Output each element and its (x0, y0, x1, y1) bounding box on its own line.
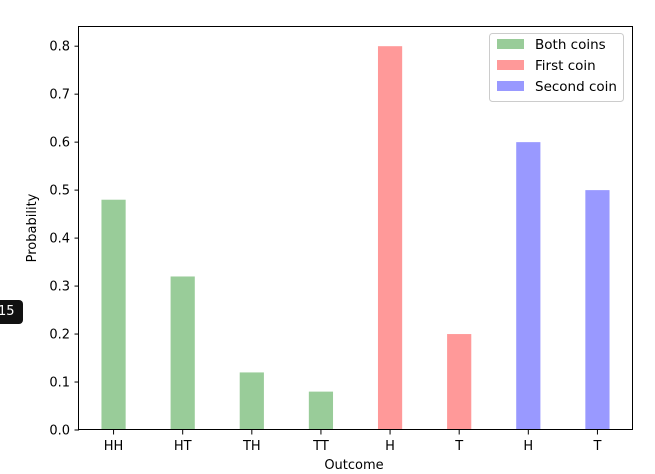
x-tick-label: HH (104, 439, 124, 454)
bar-first-coin-1 (447, 334, 472, 430)
x-tick-label: TH (242, 439, 261, 454)
y-tick-label: 0.0 (49, 424, 70, 439)
legend-swatch (497, 39, 524, 49)
bar-first-coin-0 (377, 46, 403, 430)
y-tick-label: 0.8 (49, 40, 70, 55)
bar-second-coin-0 (516, 142, 541, 430)
x-tick-label: TT (312, 439, 329, 454)
legend-label: Second coin (535, 79, 617, 95)
legend-swatch (497, 81, 524, 91)
x-tick-label: H (385, 439, 395, 454)
y-tick-label: 0.3 (49, 280, 70, 295)
legend-swatch (497, 60, 524, 70)
y-tick-label: 0.1 (49, 376, 70, 391)
legend: Both coins First coin Second coin (489, 33, 624, 102)
bar-both-coins-1 (170, 276, 195, 430)
bar-second-coin-1 (585, 190, 610, 430)
x-tick-label: T (592, 439, 601, 454)
x-tick-label: HT (174, 439, 192, 454)
y-axis: 0.0 0.1 0.2 0.3 0.4 0.5 0.6 0.7 0.8 (49, 40, 79, 439)
x-tick-label: T (454, 439, 463, 454)
plot-frame (78, 26, 633, 430)
y-tick-label: 0.5 (49, 184, 70, 199)
bar-both-coins-2 (239, 372, 264, 430)
x-axis-label: Outcome (324, 458, 383, 473)
y-tick-label: 0.2 (49, 328, 70, 343)
bar-both-coins-3 (308, 391, 334, 430)
y-tick-label: 0.6 (49, 136, 70, 151)
y-axis-label: Probability (25, 193, 40, 262)
y-tick-label: 0.7 (49, 88, 70, 103)
bars-group (101, 46, 610, 430)
legend-label: First coin (535, 58, 596, 74)
x-axis: HH HT TH TT H T H T (104, 430, 601, 454)
x-tick-label: H (523, 439, 533, 454)
bar-both-coins-0 (101, 199, 126, 430)
y-tick-label: 0.4 (49, 232, 70, 247)
tooltip-badge: 15 (0, 300, 23, 324)
legend-label: Both coins (535, 37, 606, 53)
